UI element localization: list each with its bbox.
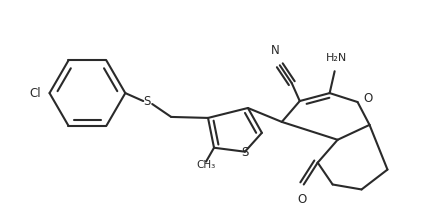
Text: N: N bbox=[271, 44, 279, 57]
Text: O: O bbox=[297, 193, 306, 207]
Text: S: S bbox=[241, 146, 249, 159]
Text: CH₃: CH₃ bbox=[196, 160, 216, 170]
Text: O: O bbox=[363, 92, 373, 105]
Text: H₂N: H₂N bbox=[326, 53, 347, 63]
Text: S: S bbox=[143, 95, 151, 108]
Text: Cl: Cl bbox=[29, 87, 40, 100]
